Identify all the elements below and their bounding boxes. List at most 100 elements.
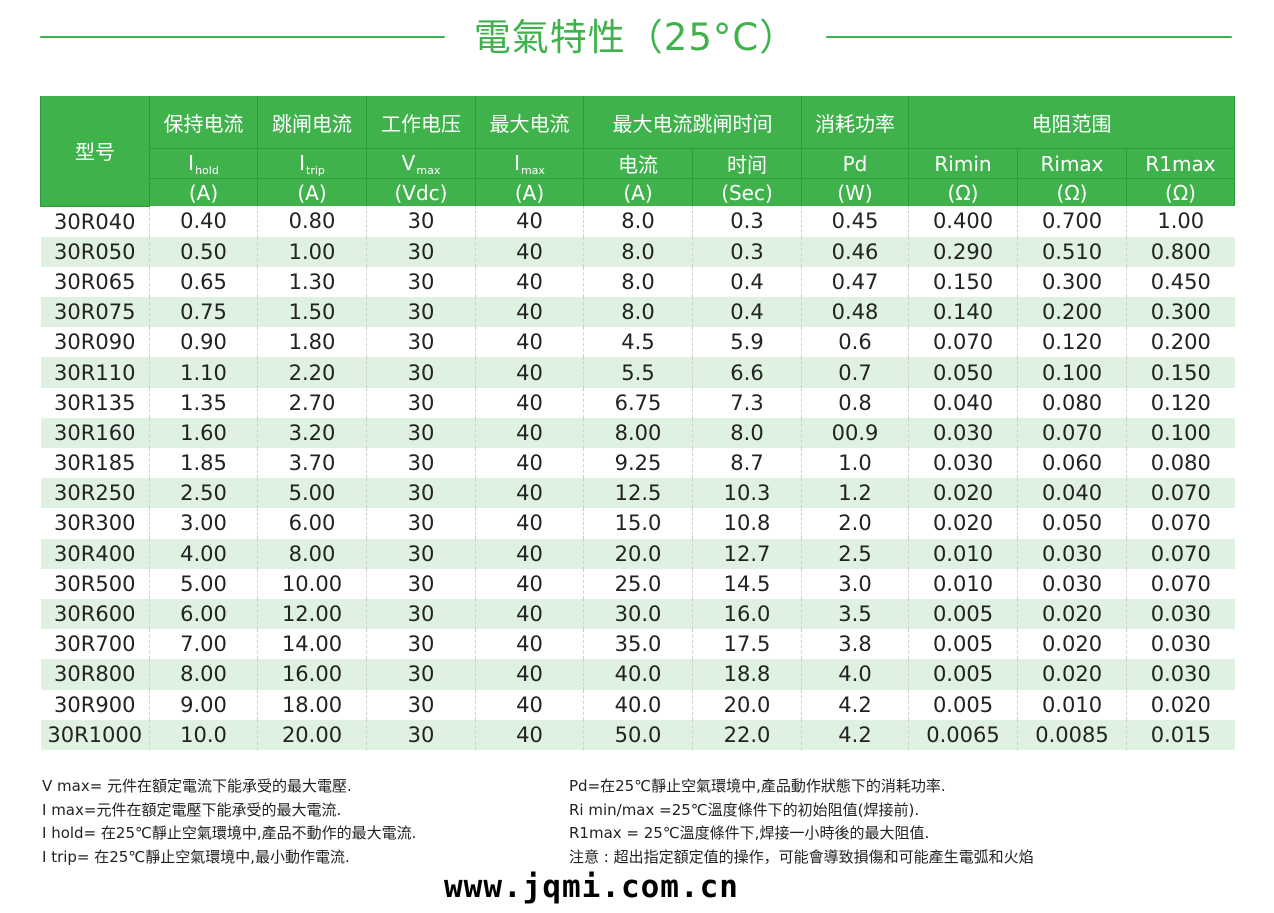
header-unit: (Ω) (908, 178, 1018, 206)
value-cell: 0.020 (908, 508, 1018, 539)
value-cell: 8.00 (149, 659, 258, 690)
value-cell: 0.005 (908, 629, 1018, 660)
value-cell: 40 (475, 629, 584, 660)
model-cell: 30R700 (54, 632, 136, 657)
table-row: 30R500 5.00 10.00 30 40 25.0 14.5 3.0 0.010 0.030… (41, 568, 1235, 599)
header-symbol-main: 时间 (727, 153, 767, 177)
value-cell: 0.4 (692, 266, 802, 298)
title-bar: 電氣特性（25°C） (40, 14, 1232, 66)
table-row: 30R1000 10.0 20.00 30 40 50.0 22.0 4.2 0.0065 0.0… (40, 719, 1235, 750)
value-cell: 00.9 (801, 417, 909, 448)
value-cell: 8.0 (692, 417, 802, 448)
value-cell: 35.0 (583, 629, 693, 660)
value-cell: 0.010 (908, 568, 1018, 599)
model-cell: 30R090 (54, 330, 136, 355)
header-model: 型号 (40, 96, 150, 207)
value-cell: 2.5 (801, 538, 909, 569)
model-cell: 30R250 (40, 478, 150, 509)
model-cell: 30R500 (54, 571, 136, 596)
value-cell: 0.100 (1126, 417, 1235, 448)
header-symbol: Rimin (908, 148, 1018, 179)
header-symbol-main: I (188, 150, 195, 175)
value-cell: 8.7 (692, 448, 802, 479)
note-line: Pd=在25℃靜止空氣環境中,產品動作狀態下的消耗功率. (569, 777, 946, 795)
value-cell: 0.070 (1017, 417, 1127, 448)
note-line: V max= 元件在額定電流下能承受的最大電壓. (42, 777, 352, 795)
header-unit: (A) (257, 178, 367, 206)
value-cell: 3.00 (149, 508, 258, 539)
value-cell: 50.0 (583, 719, 693, 750)
value-cell: 18.00 (257, 689, 367, 720)
header-symbol-sub: max (520, 163, 545, 177)
page-title: 電氣特性（25°C） (473, 16, 798, 59)
value-cell: 0.030 (1017, 538, 1127, 569)
value-cell: 40 (475, 448, 584, 479)
value-cell: 3.20 (257, 417, 367, 448)
value-cell: 0.65 (149, 266, 258, 298)
header-symbol-main: R1max (1145, 151, 1216, 176)
table-row: 30R400 4.00 8.00 30 40 20.0 12.7 2.5 0.010 0.030 0… (40, 538, 1235, 569)
value-cell: 30.0 (583, 598, 693, 630)
value-cell: 0.030 (1126, 598, 1235, 630)
value-cell: 5.00 (149, 568, 258, 599)
value-cell: 1.10 (149, 357, 258, 388)
model-cell: 30R065 (54, 269, 136, 294)
value-cell: 0.50 (149, 236, 258, 267)
value-cell: 0.005 (908, 659, 1018, 690)
value-cell: 4.5 (583, 327, 693, 358)
model-cell: 30R110 (40, 357, 150, 388)
value-cell: 0.030 (908, 417, 1018, 448)
value-cell: 0.450 (1126, 266, 1235, 298)
value-cell: 20.0 (583, 538, 693, 569)
value-cell: 10.8 (692, 508, 802, 539)
value-cell: 1.35 (149, 387, 258, 418)
notes-left: V max= 元件在額定電流下能承受的最大電壓. I max=元件在額定電壓下能承… (42, 775, 542, 869)
value-cell: 16.0 (692, 598, 802, 630)
model-cell: 30R300 (54, 511, 136, 536)
value-cell: 5.5 (583, 357, 693, 388)
value-cell: 0.0065 (908, 719, 1018, 750)
value-cell: 30 (366, 327, 476, 358)
value-cell: 0.070 (1126, 478, 1235, 509)
value-cell: 30 (366, 719, 476, 750)
value-cell: 12.00 (257, 598, 367, 630)
value-cell: 0.070 (1126, 508, 1235, 539)
value-cell: 40 (475, 206, 584, 237)
value-cell: 0.510 (1017, 236, 1127, 267)
table-row: 30R160 1.60 3.20 30 40 8.00 8.0 00.9 0.030 0.070 0… (40, 417, 1235, 448)
model-cell: 30R075 (40, 297, 150, 328)
value-cell: 0.90 (149, 327, 258, 358)
model-cell: 30R135 (54, 390, 136, 415)
value-cell: 0.300 (1017, 266, 1127, 298)
value-cell: 17.5 (692, 629, 802, 660)
value-cell: 30 (366, 629, 476, 660)
value-cell: 0.48 (801, 297, 909, 328)
value-cell: 0.005 (908, 598, 1018, 630)
value-cell: 40 (475, 538, 584, 569)
value-cell: 0.070 (908, 327, 1018, 358)
value-cell: 0.070 (1126, 538, 1235, 569)
value-cell: 30 (366, 387, 476, 418)
header-symbol-main: Rimax (1040, 151, 1104, 176)
header-symbol-main: V (401, 150, 416, 175)
value-cell: 7.00 (149, 629, 258, 660)
value-cell: 30 (366, 478, 476, 509)
value-cell: 6.75 (583, 387, 693, 418)
table-row: 30R300 3.00 6.00 30 40 15.0 10.8 2.0 0.020 0.050 0… (41, 508, 1235, 539)
value-cell: 0.010 (908, 538, 1018, 569)
value-cell: 0.100 (1017, 357, 1127, 388)
value-cell: 1.00 (1126, 206, 1235, 237)
table-row: 30R075 0.75 1.50 30 40 8.0 0.4 0.48 0.140 0.200 0.… (40, 297, 1235, 328)
value-cell: 8.0 (583, 266, 693, 298)
header-symbol-main: Pd (842, 151, 868, 176)
value-cell: 0.150 (1126, 357, 1235, 388)
value-cell: 18.8 (692, 659, 802, 690)
value-cell: 30 (366, 417, 476, 448)
value-cell: 0.6 (801, 327, 909, 358)
value-cell: 14.5 (692, 568, 802, 599)
value-cell: 0.7 (801, 357, 909, 388)
value-cell: 5.9 (692, 327, 802, 358)
header-unit: (A) (475, 178, 584, 206)
value-cell: 30 (366, 206, 476, 237)
value-cell: 0.8 (801, 387, 909, 418)
